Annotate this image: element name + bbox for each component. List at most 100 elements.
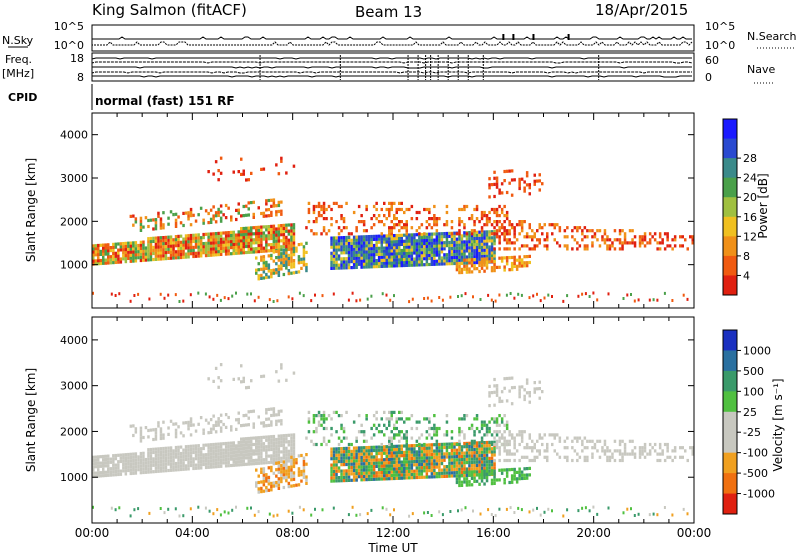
power-cell (518, 183, 521, 188)
velocity-cell (162, 469, 165, 473)
power-cell (247, 244, 250, 248)
power-cell (157, 239, 160, 243)
velocity-cell (621, 455, 624, 459)
velocity-cell (347, 456, 351, 460)
velocity-cell (272, 434, 276, 439)
power-cell (515, 267, 519, 271)
power-cell (395, 246, 398, 250)
velocity-cell (260, 490, 263, 494)
power-cell (398, 223, 401, 227)
power-cell (533, 173, 536, 177)
power-cell (400, 239, 403, 243)
power-cell (473, 239, 476, 244)
velocity-cell (425, 459, 429, 463)
power-cell (475, 233, 479, 237)
power-cell (199, 251, 203, 255)
velocity-cell (242, 443, 245, 447)
power-cell (380, 240, 383, 244)
velocity-cell (656, 452, 659, 456)
velocity-cell (691, 449, 694, 453)
velocity-cell (352, 472, 356, 476)
power-cell (270, 249, 273, 253)
power-cell (132, 247, 135, 251)
velocity-cell (365, 468, 368, 472)
power-cell (493, 226, 496, 230)
velocity-cell (458, 417, 461, 421)
velocity-cell (475, 454, 479, 458)
power-cell (142, 249, 145, 253)
power-cell (240, 245, 243, 249)
station-title: King Salmon (fitACF) (92, 1, 247, 19)
velocity-cell (290, 471, 293, 475)
velocity-cell (187, 464, 190, 468)
power-cell (285, 235, 288, 239)
velocity-cell (164, 465, 168, 470)
velocity-cell (483, 469, 486, 473)
power-cell (257, 234, 260, 238)
velocity-cell (219, 429, 223, 433)
velocity-cell (94, 455, 97, 459)
velocity-cell (320, 423, 323, 427)
power-cell (312, 220, 316, 224)
power-cell (290, 232, 293, 236)
power-cell (129, 214, 133, 218)
velocity-cell (403, 436, 406, 440)
velocity-cell (458, 430, 461, 434)
power-cell (337, 236, 341, 240)
velocity-cell (538, 396, 541, 400)
velocity-cell (109, 470, 113, 474)
power-cell (383, 240, 386, 244)
velocity-cell (626, 507, 629, 511)
power-cell (398, 242, 401, 247)
power-cell (390, 252, 393, 256)
power-cell (242, 172, 245, 176)
colorbar-tick-label: -25 (743, 426, 761, 439)
velocity-cell (235, 460, 238, 464)
velocity-cell (267, 417, 271, 421)
velocity-cell (252, 409, 255, 413)
velocity-cell (528, 394, 531, 398)
power-cell (483, 257, 486, 261)
power-cell (415, 248, 419, 252)
velocity-cell (214, 458, 218, 462)
velocity-cell (312, 417, 316, 421)
velocity-cell (463, 470, 466, 474)
power-cell (503, 179, 506, 183)
velocity-cell (480, 420, 484, 424)
velocity-cell (280, 437, 283, 441)
power-cell (219, 156, 223, 160)
power-cell (508, 223, 511, 227)
velocity-cell (666, 449, 669, 453)
power-cell (438, 250, 441, 254)
power-cell (360, 265, 363, 269)
power-cell (272, 233, 276, 237)
power-cell (282, 251, 286, 255)
velocity-cell (204, 459, 208, 463)
power-cell (380, 264, 383, 268)
power-cell (375, 243, 378, 247)
velocity-cell (410, 447, 414, 451)
power-cell (413, 239, 416, 243)
power-cell (222, 249, 225, 253)
power-cell (357, 256, 361, 260)
power-y-axis-label: Slant Range [km] (24, 158, 38, 262)
velocity-cell (458, 480, 461, 484)
power-cell (260, 231, 263, 235)
power-cell (267, 254, 271, 258)
power-cell (473, 261, 476, 265)
freq-trace (92, 75, 692, 78)
velocity-cell (478, 476, 481, 480)
velocity-cell (315, 414, 318, 418)
power-cell (144, 258, 148, 262)
velocity-cell (443, 468, 446, 472)
power-cell (99, 249, 102, 253)
velocity-cell (292, 371, 296, 375)
velocity-cell (480, 457, 484, 461)
velocity-cell (352, 420, 356, 424)
velocity-cell (152, 470, 155, 474)
velocity-cell (144, 457, 148, 462)
power-cell (262, 255, 266, 259)
power-cell (157, 245, 160, 249)
power-cell (335, 266, 338, 270)
velocity-cell (147, 428, 150, 433)
